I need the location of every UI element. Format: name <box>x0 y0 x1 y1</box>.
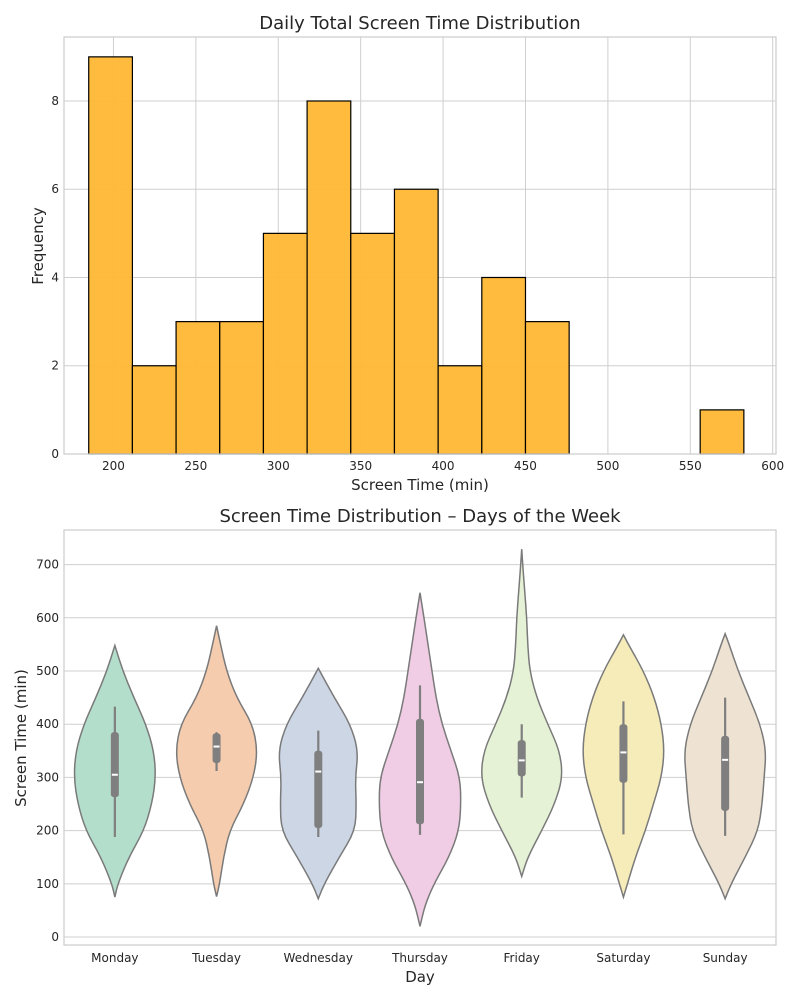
violin-x-axis-label: Day <box>405 968 435 986</box>
violin-thursday <box>378 592 462 927</box>
histogram-x-tick-label: 400 <box>432 459 455 473</box>
violin-iqr-box <box>110 732 119 798</box>
histogram-bar <box>219 321 265 455</box>
histogram-x-tick-label: 550 <box>679 459 702 473</box>
violin-x-ticks: Monday Tuesday Wednesday Thursday Friday Satu… <box>91 951 747 965</box>
violins <box>73 549 767 927</box>
violin-y-tick-label: 300 <box>36 770 59 784</box>
violin-y-tick-label: 500 <box>36 664 59 678</box>
violin-iqr-box <box>416 718 424 825</box>
histogram-bar <box>699 409 745 455</box>
violin-iqr-box <box>619 724 628 783</box>
violin-y-tick-label: 700 <box>36 558 59 572</box>
violin-iqr-box <box>517 740 526 777</box>
histogram-bar <box>393 188 439 455</box>
histogram-frame <box>63 36 777 455</box>
violin-y-tick-label: 200 <box>36 824 59 838</box>
histogram-bar <box>262 232 308 455</box>
histogram-x-tick-label: 600 <box>761 459 784 473</box>
histogram-bar <box>481 276 527 455</box>
histogram-y-ticks: 0 2 4 6 8 <box>51 94 59 461</box>
violin-saturday <box>582 633 665 900</box>
violin-friday <box>481 549 563 879</box>
violin-y-tick-label: 100 <box>36 877 59 891</box>
violin-x-tick-label: Monday <box>91 951 138 965</box>
histogram-x-tick-label: 350 <box>349 459 372 473</box>
violin-x-tick-label: Friday <box>504 951 540 965</box>
histogram-x-tick-label: 300 <box>267 459 290 473</box>
histogram-x-axis-label: Screen Time (min) <box>351 476 489 494</box>
histogram-bar <box>88 56 133 455</box>
violin-body <box>481 549 563 879</box>
histogram-y-tick-label: 0 <box>51 447 59 461</box>
violin-x-tick-label: Sunday <box>703 951 748 965</box>
violin-frame <box>63 529 777 946</box>
violin-title: Screen Time Distribution – Days of the W… <box>219 506 621 527</box>
histogram-bar <box>306 100 352 455</box>
histogram-x-tick-label: 450 <box>514 459 537 473</box>
histogram-y-tick-label: 4 <box>51 270 59 284</box>
histogram-x-tick-label: 200 <box>102 459 125 473</box>
histogram-y-tick-label: 6 <box>51 182 59 196</box>
histogram-bar <box>131 365 177 455</box>
histogram-y-tick-label: 2 <box>51 359 59 373</box>
violin-iqr-box <box>721 735 730 811</box>
violin-x-tick-label: Tuesday <box>191 951 241 965</box>
violin-wednesday <box>278 666 358 901</box>
histogram-bars <box>88 56 745 455</box>
violin-y-axis-label: Screen Time (min) <box>12 669 30 807</box>
violin-y-ticks: 0 100 200 300 400 500 600 700 <box>36 558 59 944</box>
violin-y-tick-label: 0 <box>51 930 59 944</box>
histogram-title: Daily Total Screen Time Distribution <box>259 13 580 34</box>
violin-x-tick-label: Saturday <box>596 951 650 965</box>
histogram-y-axis-label: Frequency <box>29 207 47 285</box>
histogram-bar <box>175 321 221 455</box>
violin-sunday <box>684 631 767 901</box>
histogram-y-tick-label: 8 <box>51 94 59 108</box>
violin-monday <box>73 642 156 898</box>
violin-panel: Screen Time Distribution – Days of the W… <box>12 506 777 986</box>
histogram-x-tick-label: 250 <box>184 459 207 473</box>
violin-x-tick-label: Wednesday <box>284 951 353 965</box>
violin-iqr-box <box>212 733 221 764</box>
histogram-bar <box>350 232 396 455</box>
histogram-panel: Daily Total Screen Time Distribution 200… <box>29 13 784 494</box>
violin-y-tick-label: 400 <box>36 717 59 731</box>
violin-x-tick-label: Thursday <box>391 951 448 965</box>
histogram-x-tick-label: 500 <box>596 459 619 473</box>
histogram-bar <box>437 365 483 455</box>
histogram-bar <box>524 321 570 455</box>
histogram-x-ticks: 200 250 300 350 400 450 500 550 600 <box>102 459 784 473</box>
violin-iqr-box <box>314 750 323 828</box>
violin-tuesday <box>175 625 258 897</box>
violin-y-tick-label: 600 <box>36 611 59 625</box>
